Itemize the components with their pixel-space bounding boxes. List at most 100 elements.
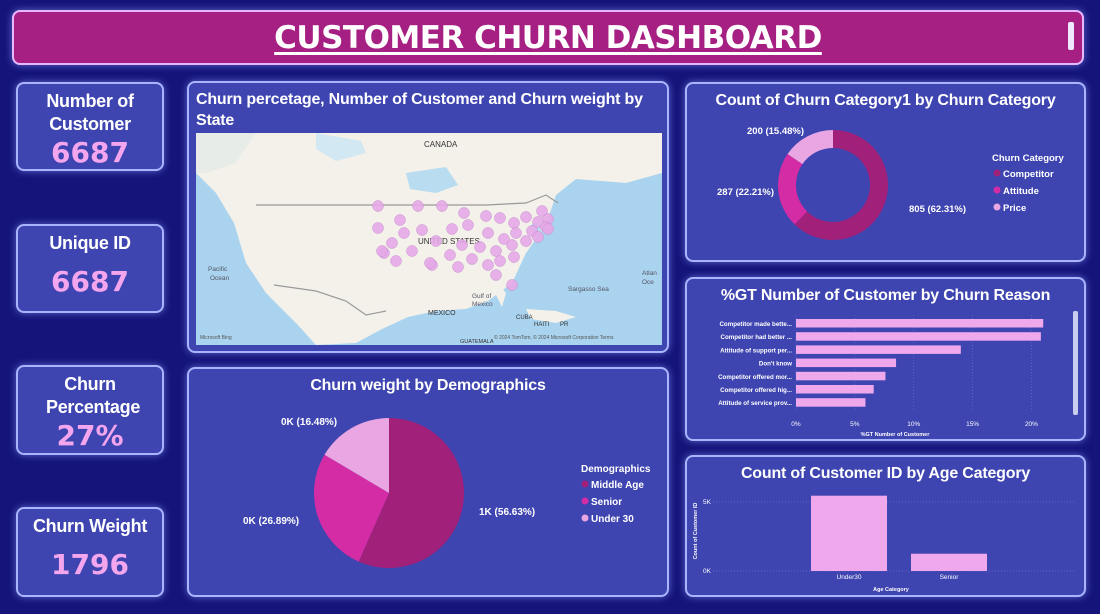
lake-shape bbox=[316, 133, 366, 161]
state-bubble[interactable] bbox=[494, 255, 506, 267]
state-bubble[interactable] bbox=[444, 249, 456, 261]
tick-label: 10% bbox=[907, 421, 920, 428]
legend-item-senior[interactable]: Senior bbox=[581, 497, 623, 508]
churn-category-title: Count of Churn Category1 by Churn Catego… bbox=[715, 92, 1056, 109]
state-bubble[interactable] bbox=[398, 227, 410, 239]
north-america-land bbox=[196, 133, 662, 345]
legend-item-under30[interactable]: Under 30 bbox=[581, 514, 635, 525]
x-axis-label: %GT Number of Customer bbox=[861, 432, 931, 438]
state-bubble[interactable] bbox=[520, 211, 532, 223]
donut-slice-attitude[interactable] bbox=[778, 154, 808, 225]
state-bubble[interactable] bbox=[446, 223, 458, 235]
legend-title: Churn Category bbox=[992, 153, 1065, 164]
legend-item-attitude[interactable]: Attitude bbox=[993, 186, 1039, 197]
state-bubble[interactable] bbox=[466, 253, 478, 265]
kpi-label: Unique ID bbox=[49, 233, 131, 253]
donut-slice-price[interactable] bbox=[787, 130, 833, 165]
legend-label: Under 30 bbox=[591, 514, 634, 525]
state-bubble[interactable] bbox=[462, 219, 474, 231]
state-bubble[interactable] bbox=[520, 235, 532, 247]
state-bubble[interactable] bbox=[406, 245, 418, 257]
state-bubble[interactable] bbox=[506, 239, 518, 251]
bar[interactable] bbox=[796, 332, 1041, 341]
legend-label: Attitude bbox=[1003, 186, 1039, 197]
pie-label-under30: 0K (16.48%) bbox=[281, 417, 337, 428]
alaska-shape bbox=[196, 133, 256, 173]
state-bubble[interactable] bbox=[412, 200, 424, 212]
state-bubble[interactable] bbox=[436, 200, 448, 212]
bar[interactable] bbox=[796, 319, 1044, 328]
bar[interactable] bbox=[796, 358, 897, 368]
state-bubble[interactable] bbox=[474, 241, 486, 253]
label-ocean: Ocean bbox=[210, 275, 230, 282]
state-bubble[interactable] bbox=[372, 200, 384, 212]
category-label: Under30 bbox=[837, 574, 862, 581]
dashboard-header: CUSTOMER CHURN DASHBOARD bbox=[12, 10, 1084, 65]
label-gulf-mexico: Mexico bbox=[472, 301, 493, 308]
legend-marker bbox=[993, 203, 1001, 211]
x-axis-label: Age Category bbox=[873, 587, 910, 593]
state-bubble[interactable] bbox=[490, 269, 502, 281]
state-bubble[interactable] bbox=[390, 255, 402, 267]
bar[interactable] bbox=[796, 398, 866, 407]
state-bubble[interactable] bbox=[536, 205, 548, 217]
state-bubble[interactable] bbox=[430, 235, 442, 247]
legend-item-middle-age[interactable]: Middle Age bbox=[581, 480, 645, 491]
state-bubble[interactable] bbox=[494, 212, 506, 224]
state-bubble[interactable] bbox=[386, 237, 398, 249]
tick-label: 0% bbox=[791, 421, 801, 428]
state-bubble[interactable] bbox=[542, 223, 554, 235]
state-map[interactable]: CANADA UNITED STATES MEXICO CUBA HAITI P… bbox=[196, 133, 662, 345]
state-bubble[interactable] bbox=[508, 217, 520, 229]
category-label: Attitude of service prov... bbox=[718, 400, 792, 407]
state-bubble[interactable] bbox=[416, 224, 428, 236]
state-bubble[interactable] bbox=[532, 231, 544, 243]
legend-marker bbox=[581, 497, 589, 505]
state-bubble[interactable] bbox=[510, 227, 522, 239]
state-bubble[interactable] bbox=[372, 222, 384, 234]
label-pacific: Pacific bbox=[208, 266, 228, 273]
pie-slice-senior[interactable] bbox=[314, 454, 389, 562]
legend-item-price[interactable]: Price bbox=[993, 203, 1027, 214]
state-bubble[interactable] bbox=[490, 245, 502, 257]
category-label: Competitor had better ... bbox=[720, 334, 792, 341]
state-bubble[interactable] bbox=[482, 259, 494, 271]
bar[interactable] bbox=[796, 385, 874, 394]
state-bubble[interactable] bbox=[508, 251, 520, 263]
tick-label: 5K bbox=[703, 499, 712, 506]
label-haiti: HAITI bbox=[534, 322, 550, 328]
state-bubble[interactable] bbox=[480, 210, 492, 222]
donut-slice-competitor[interactable] bbox=[794, 130, 888, 240]
state-bubble[interactable] bbox=[394, 214, 406, 226]
donut-label-attitude: 287 (22.21%) bbox=[717, 187, 774, 198]
category-label: Competitor made bette... bbox=[719, 321, 792, 328]
pie-slice-under-30[interactable] bbox=[324, 418, 389, 493]
state-bubble[interactable] bbox=[424, 257, 436, 269]
legend-item-competitor[interactable]: Competitor bbox=[993, 169, 1054, 180]
pie-slice-middle-age[interactable] bbox=[358, 418, 464, 568]
state-bubble[interactable] bbox=[458, 207, 470, 219]
chart-scrollbar[interactable] bbox=[1073, 311, 1078, 415]
bar[interactable] bbox=[796, 345, 961, 354]
header-scroll-handle[interactable] bbox=[1068, 22, 1074, 50]
state-bubble[interactable] bbox=[376, 245, 388, 257]
state-bubble[interactable] bbox=[498, 233, 510, 245]
bar[interactable] bbox=[811, 495, 887, 571]
state-bubble[interactable] bbox=[456, 239, 468, 251]
us-mexico-border bbox=[273, 284, 387, 316]
kpi-churn-weight: Churn Weight 1796 bbox=[16, 507, 164, 597]
state-bubble[interactable] bbox=[482, 227, 494, 239]
age-category-title: Count of Customer ID by Age Category bbox=[740, 465, 1031, 482]
label-united-states: UNITED STATES bbox=[418, 237, 480, 246]
kpi-value: 6687 bbox=[51, 265, 129, 298]
bar[interactable] bbox=[796, 371, 886, 381]
bar[interactable] bbox=[911, 553, 987, 571]
label-canada: CANADA bbox=[424, 140, 458, 149]
tick-label: 20% bbox=[1025, 421, 1038, 428]
state-bubble[interactable] bbox=[452, 261, 464, 273]
kpi-value: 6687 bbox=[51, 136, 129, 169]
label-mexico: MEXICO bbox=[428, 310, 456, 317]
legend-label: Middle Age bbox=[591, 480, 644, 491]
state-bubble[interactable] bbox=[506, 279, 518, 291]
cuba-shape bbox=[526, 309, 576, 323]
